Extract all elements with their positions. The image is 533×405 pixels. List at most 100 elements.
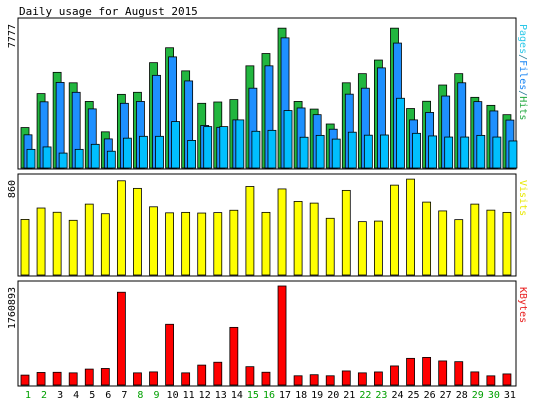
visits-bar [181, 211, 191, 276]
x-tick-label: 13 [215, 390, 227, 401]
kbytes-bar [486, 375, 496, 386]
x-tick-label: 7 [121, 390, 127, 401]
visits-bar [374, 220, 383, 276]
x-tick-label: 9 [154, 390, 160, 401]
visits-bar [357, 221, 367, 276]
kbytes-bar [165, 323, 174, 386]
visits-bar [390, 184, 399, 276]
pages-bar [396, 97, 405, 169]
pages-bar [444, 136, 454, 169]
visits-bar [149, 206, 158, 276]
x-tick-label: 15 [247, 390, 259, 401]
pages-bar [42, 146, 52, 169]
side-label-part: / [517, 90, 528, 96]
pages-bar [203, 126, 213, 169]
kbytes-bar [309, 374, 319, 386]
pages-bar [476, 134, 486, 169]
pages-bar [428, 135, 438, 169]
pages-bar [347, 131, 357, 169]
kbytes-bar [36, 372, 46, 386]
visits-bar [36, 207, 46, 276]
visits-bar [454, 219, 464, 276]
visits-bar [20, 219, 30, 276]
visits-bar [470, 203, 480, 276]
pages-bar [187, 140, 197, 169]
x-tick-label: 21 [343, 390, 355, 401]
y-max-label: 860 [7, 180, 18, 198]
pages-bar [139, 135, 148, 169]
x-tick-label: 22 [359, 390, 371, 401]
pages-bar [380, 134, 389, 169]
kbytes-bar [502, 373, 512, 386]
pages-bar [315, 134, 325, 169]
kbytes-bar [357, 372, 367, 386]
x-tick-label: 28 [456, 390, 468, 401]
x-tick-label: 31 [504, 390, 516, 401]
chart-title: Daily usage for August 2015 [19, 5, 198, 18]
visits-bar [422, 201, 432, 276]
kbytes-bar [438, 360, 448, 386]
pages-bar [331, 138, 341, 169]
visits-bar [213, 212, 223, 276]
pages-bar [412, 132, 421, 169]
visits-bar [52, 211, 62, 276]
visits-bar [406, 178, 415, 276]
visits-bar [438, 210, 448, 276]
pages-bar [171, 121, 180, 169]
series-side-label: Visits [517, 180, 528, 216]
kbytes-bar [68, 372, 78, 386]
visits-bar [197, 212, 207, 276]
kbytes-bar [197, 364, 207, 386]
pages-bar [235, 119, 245, 169]
pages-bar [219, 126, 229, 169]
chart-panel-3: 1760893 KBytes [7, 280, 528, 387]
visits-bar [165, 212, 174, 276]
kbytes-bar [261, 371, 271, 386]
x-tick-label: 2 [41, 390, 47, 401]
pages-bar [74, 148, 84, 169]
x-tick-label: 3 [57, 390, 63, 401]
visits-bar [116, 180, 126, 276]
pages-bar [58, 152, 68, 169]
x-tick-label: 29 [472, 390, 484, 401]
visits-bar [293, 201, 303, 276]
pages-bar [267, 129, 277, 169]
x-tick-label: 1 [25, 390, 31, 401]
x-tick-label: 6 [105, 390, 111, 401]
kbytes-bar [100, 368, 110, 386]
pages-bar [508, 140, 518, 169]
chart-panel-1: 7777 Pages/Files/Hits [7, 17, 528, 170]
visits-bar [325, 217, 335, 276]
x-tick-label: 30 [488, 390, 500, 401]
visits-bar [245, 186, 255, 276]
x-tick-label: 17 [279, 390, 291, 401]
panel-frame [17, 280, 517, 387]
kbytes-bar [341, 370, 351, 386]
kbytes-bar [277, 285, 287, 386]
visits-bar [341, 189, 351, 276]
series-side-label: Pages/Files/Hits [517, 24, 528, 120]
kbytes-bar [293, 375, 303, 386]
kbytes-bar [422, 356, 432, 386]
visits-bar [133, 187, 142, 276]
kbytes-bar [454, 361, 464, 386]
x-tick-label: 10 [167, 390, 179, 401]
pages-bar [122, 137, 132, 169]
visits-bar [309, 202, 319, 276]
kbytes-bar [245, 366, 255, 386]
x-tick-label: 27 [440, 390, 452, 401]
pages-bar [106, 150, 116, 169]
kbytes-bar [52, 371, 62, 386]
kbytes-bar [20, 374, 30, 386]
visits-bar [229, 209, 239, 276]
pages-bar [363, 134, 373, 169]
visits-bar [84, 203, 94, 276]
kbytes-bar [213, 361, 223, 386]
y-max-label: 7777 [7, 24, 18, 48]
chart-panel-2: 860 Visits [7, 173, 528, 277]
kbytes-bar [390, 365, 399, 386]
x-tick-label: 11 [183, 390, 195, 401]
kbytes-bar [181, 372, 191, 386]
x-tick-label: 26 [424, 390, 436, 401]
